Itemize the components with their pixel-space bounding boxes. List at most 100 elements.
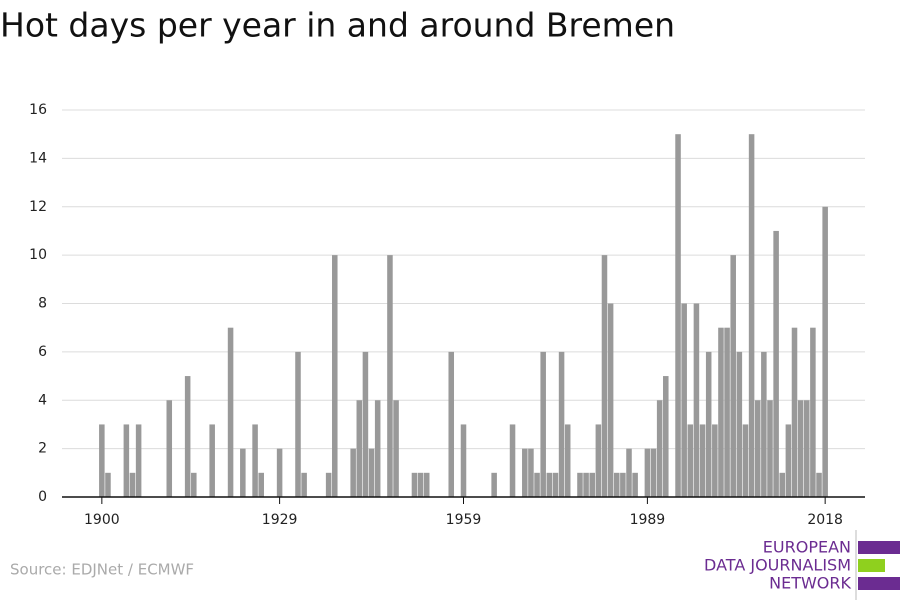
bar xyxy=(184,376,191,497)
bar xyxy=(252,424,258,497)
bar xyxy=(105,472,111,497)
y-tick-label: 14 xyxy=(29,150,47,166)
logo-bar xyxy=(858,541,900,554)
source: Source: EDJNet / ECMWF xyxy=(10,561,194,579)
bar xyxy=(730,255,736,497)
logo-bar xyxy=(858,559,885,572)
bar xyxy=(491,472,497,497)
bar xyxy=(301,472,307,497)
bar xyxy=(258,472,264,497)
bar xyxy=(528,448,534,497)
bar xyxy=(209,424,215,497)
bar xyxy=(583,472,589,497)
bar xyxy=(362,351,369,497)
bar xyxy=(761,351,767,497)
bar xyxy=(601,255,608,497)
bar xyxy=(791,327,798,497)
bar xyxy=(797,400,804,497)
chart-title: Hot days per year in and around Bremen xyxy=(0,6,675,45)
bar xyxy=(804,400,810,497)
bar xyxy=(705,351,712,497)
bar xyxy=(423,472,430,497)
bar xyxy=(368,448,375,497)
bar xyxy=(712,424,718,497)
bar xyxy=(632,472,638,497)
bar xyxy=(754,400,761,497)
bar xyxy=(325,472,332,497)
bar xyxy=(522,448,528,497)
bar xyxy=(718,327,724,497)
y-tick-label: 0 xyxy=(38,489,47,505)
bar xyxy=(99,424,105,497)
x-tick-label: 1900 xyxy=(84,512,120,528)
bar xyxy=(816,472,822,497)
bar xyxy=(736,351,743,497)
bar xyxy=(558,351,565,497)
bar xyxy=(374,400,381,497)
bar xyxy=(240,448,246,497)
y-tick-label: 4 xyxy=(38,392,47,408)
y-tick-label: 6 xyxy=(38,344,47,360)
bar xyxy=(687,424,694,497)
y-tick-label: 16 xyxy=(29,102,47,118)
bar xyxy=(656,400,663,497)
x-tick-label: 2018 xyxy=(807,512,843,528)
bar xyxy=(810,327,816,497)
bar xyxy=(626,448,632,497)
bar xyxy=(356,400,363,497)
bar xyxy=(123,424,130,497)
bar xyxy=(448,351,455,497)
y-tick-label: 12 xyxy=(29,199,47,215)
bar xyxy=(534,472,540,497)
bar xyxy=(595,424,602,497)
bar xyxy=(675,134,681,497)
bar xyxy=(411,472,418,497)
bar xyxy=(332,255,338,497)
bar xyxy=(681,303,687,497)
bar xyxy=(276,448,283,497)
bar xyxy=(393,400,399,497)
bar xyxy=(663,376,669,497)
bar xyxy=(191,472,197,497)
bar xyxy=(822,206,828,497)
bar xyxy=(724,327,730,497)
bar xyxy=(577,472,583,497)
bar xyxy=(773,230,779,497)
bar xyxy=(748,134,755,497)
bar xyxy=(693,303,700,497)
bar xyxy=(227,327,234,497)
bar xyxy=(295,351,301,497)
bar xyxy=(509,424,516,497)
bar xyxy=(129,472,136,497)
bar xyxy=(767,400,773,497)
bar xyxy=(650,448,657,497)
bar xyxy=(135,424,142,497)
bar xyxy=(417,472,424,497)
y-tick-label: 8 xyxy=(38,296,47,312)
bar xyxy=(552,472,559,497)
bar xyxy=(387,255,393,497)
bar xyxy=(613,472,620,497)
bar xyxy=(589,472,595,497)
x-tick-label: 1989 xyxy=(630,512,666,528)
bar xyxy=(460,424,467,497)
logo-text: EUROPEAN xyxy=(763,538,851,557)
bar xyxy=(779,472,786,497)
bar xyxy=(607,303,614,497)
bar xyxy=(546,472,553,497)
bar xyxy=(785,424,792,497)
bar xyxy=(699,424,706,497)
y-tick-label: 2 xyxy=(38,441,47,457)
y-tick-label: 10 xyxy=(29,247,47,263)
bar xyxy=(644,448,651,497)
bar xyxy=(742,424,749,497)
bar xyxy=(620,472,626,497)
logo-text: DATA JOURNALISM xyxy=(704,556,851,575)
bar xyxy=(166,400,173,497)
logo-bar xyxy=(858,577,900,590)
bar xyxy=(540,351,546,497)
logo-text: NETWORK xyxy=(769,574,851,593)
x-tick-label: 1959 xyxy=(446,512,482,528)
